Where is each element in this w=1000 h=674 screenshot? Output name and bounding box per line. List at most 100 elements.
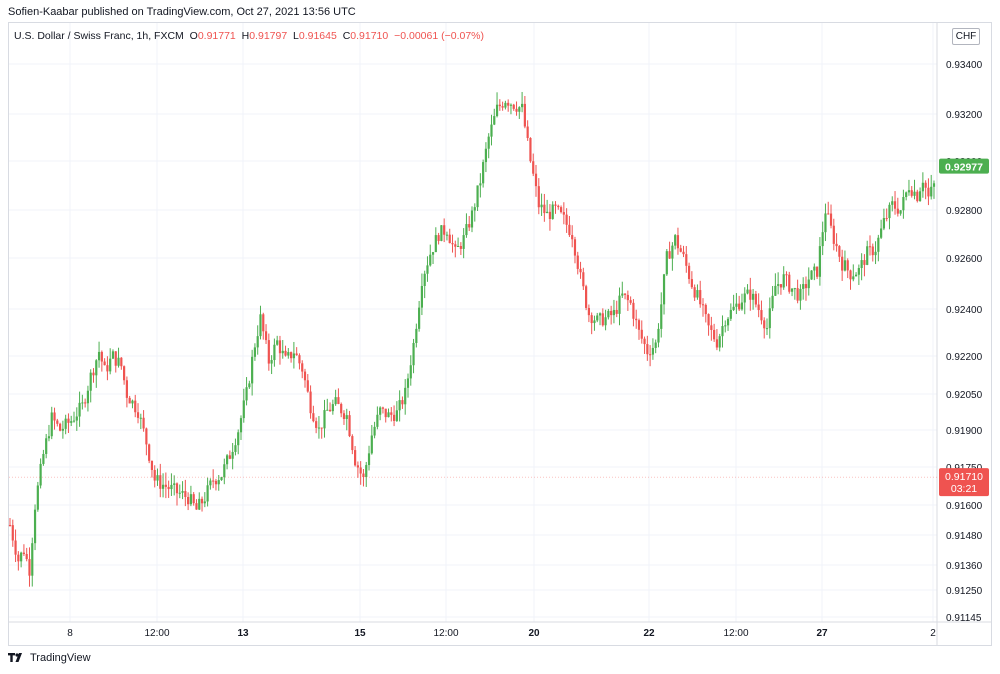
y-tick-label: 0.92800	[946, 206, 983, 217]
candle-body	[348, 415, 351, 437]
candle-body	[735, 303, 738, 307]
candle-body	[582, 272, 585, 287]
candle-body	[81, 402, 84, 404]
candle-body	[913, 191, 916, 196]
candle-body	[203, 501, 206, 504]
candle-body	[42, 453, 45, 464]
candle-body	[868, 246, 872, 248]
candle-body	[880, 228, 883, 238]
candle-body	[470, 210, 474, 228]
candle-body	[799, 288, 802, 301]
y-tick-label: 0.91145	[946, 613, 982, 624]
candle-body	[690, 279, 693, 288]
y-tick-label: 0.91250	[946, 586, 983, 597]
candle-body	[662, 274, 666, 305]
candle-body	[738, 303, 741, 310]
candle-body	[682, 251, 685, 255]
candle-body	[654, 342, 657, 348]
candle-body	[718, 336, 721, 348]
candle-body	[100, 351, 103, 362]
x-tick-label: 2	[930, 628, 936, 639]
candle-body	[679, 248, 682, 252]
time-axis[interactable]: 8 12:00 13 15 12:00 20 22 12:00 27 2	[67, 628, 936, 639]
y-tick-label: 0.91360	[946, 561, 983, 572]
candle-body	[173, 483, 176, 485]
candle-body	[387, 412, 390, 418]
candle-body	[134, 400, 137, 413]
y-tick-label: 0.92050	[946, 390, 983, 401]
y-tick-label: 0.91900	[946, 426, 983, 437]
candle-body	[532, 161, 535, 174]
candle-body	[643, 338, 646, 345]
candle-body	[47, 436, 51, 439]
candle-body	[309, 391, 312, 414]
candle-body	[632, 302, 635, 319]
candle-body	[816, 266, 819, 277]
candle-body	[365, 465, 368, 478]
candle-body	[807, 279, 810, 289]
candle-body	[579, 268, 582, 273]
candle-body	[139, 417, 142, 419]
candle-body	[22, 552, 26, 554]
candle-body	[315, 421, 318, 428]
candle-body	[281, 350, 284, 354]
footer-brand[interactable]: TradingView	[8, 652, 91, 664]
candle-body	[765, 328, 769, 330]
candle-body	[593, 320, 596, 324]
candle-body	[459, 246, 462, 249]
candle-body	[114, 351, 117, 366]
candle-body	[181, 491, 184, 493]
candle-body	[785, 274, 788, 276]
candle-body	[356, 465, 359, 468]
candle-body	[376, 414, 379, 427]
close-value: 0.91710	[350, 30, 389, 42]
current-price-marker	[939, 468, 989, 497]
candle-body	[621, 293, 624, 296]
candle-body	[832, 225, 835, 244]
candle-body	[256, 336, 259, 348]
candle-body	[298, 355, 301, 364]
candle-body	[404, 387, 407, 405]
price-axis[interactable]: 0.934000.932000.930000.928000.926000.924…	[946, 60, 983, 624]
candle-body	[813, 266, 816, 271]
candle-body	[245, 387, 248, 401]
candle-body	[763, 320, 766, 329]
current-price-label: 0.91710	[945, 471, 983, 483]
candle-body	[860, 260, 863, 269]
candle-body	[331, 404, 334, 412]
candle-body	[482, 162, 485, 184]
candle-body	[843, 260, 847, 271]
candle-body	[905, 192, 908, 198]
candle-body	[640, 329, 643, 339]
candle-body	[487, 136, 490, 149]
symbol-name: U.S. Dollar / Swiss Franc, 1h, FXCM	[14, 30, 184, 42]
candle-body	[924, 182, 927, 188]
candle-body	[548, 211, 552, 220]
currency-button[interactable]: CHF	[952, 28, 980, 45]
candle-body	[749, 289, 752, 300]
open-key: O	[189, 30, 198, 42]
candle-body	[426, 265, 429, 274]
candle-body	[646, 344, 649, 355]
candle-body	[573, 239, 577, 256]
candle-body	[771, 295, 774, 309]
candle-body	[67, 418, 70, 423]
candle-body	[392, 414, 396, 421]
close-key: C	[342, 30, 351, 42]
candle-body	[454, 244, 457, 247]
candle-body	[345, 415, 348, 419]
candle-body	[8, 525, 12, 526]
last-price-marker	[939, 158, 989, 174]
candle-body	[295, 353, 298, 356]
candle-body	[156, 475, 159, 481]
candle-body	[790, 288, 794, 292]
candle-body	[351, 436, 354, 451]
high-value: 0.91797	[249, 30, 288, 42]
candle-body	[367, 453, 371, 466]
candle-body	[456, 246, 460, 248]
candle-body	[248, 383, 251, 388]
candle-body	[885, 218, 888, 220]
candle-body	[849, 270, 852, 280]
candle-body	[131, 400, 134, 404]
